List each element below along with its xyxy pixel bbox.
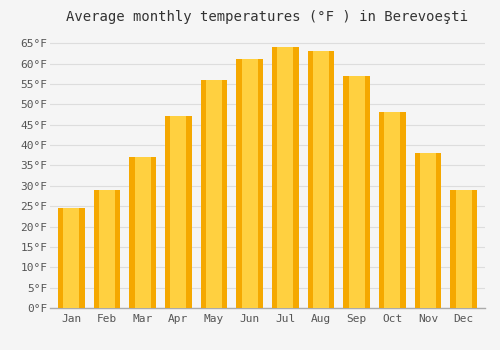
Bar (348, 76, 364, 308)
Bar (242, 60, 258, 308)
Bar (344, 76, 370, 308)
Bar (58, 208, 85, 308)
Bar (450, 190, 477, 308)
Bar (384, 112, 400, 308)
Bar (308, 51, 334, 308)
Bar (94, 190, 120, 308)
Title: Average monthly temperatures (°F ) in Berevoeşti: Average monthly temperatures (°F ) in Be… (66, 10, 468, 24)
Bar (206, 80, 222, 308)
Bar (236, 60, 263, 308)
Bar (130, 157, 156, 308)
Bar (456, 190, 471, 308)
Bar (313, 51, 329, 308)
Bar (278, 47, 293, 308)
Bar (379, 112, 406, 308)
Bar (414, 153, 442, 308)
Bar (200, 80, 228, 308)
Bar (170, 117, 186, 308)
Bar (99, 190, 115, 308)
Bar (165, 117, 192, 308)
Bar (134, 157, 150, 308)
Bar (64, 208, 80, 308)
Bar (272, 47, 298, 308)
Bar (420, 153, 436, 308)
